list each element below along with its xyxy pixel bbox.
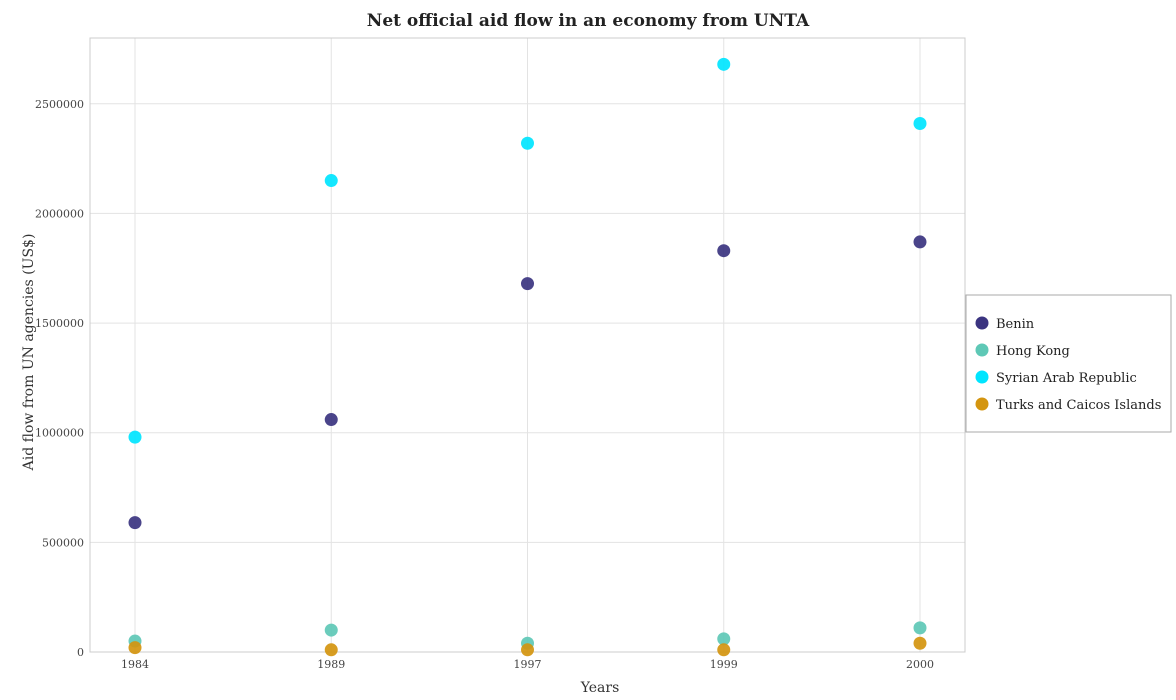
legend-marker bbox=[975, 370, 989, 384]
x-tick-label: 1989 bbox=[317, 658, 345, 671]
x-axis-label: Years bbox=[580, 680, 620, 696]
data-point bbox=[128, 641, 142, 655]
legend-label: Syrian Arab Republic bbox=[996, 371, 1137, 386]
data-point bbox=[324, 413, 338, 427]
x-tick-label: 1997 bbox=[514, 658, 542, 671]
grid bbox=[90, 38, 965, 653]
y-tick-label: 0 bbox=[77, 646, 84, 659]
data-point bbox=[913, 636, 927, 650]
legend-marker bbox=[975, 316, 989, 330]
y-axis-ticks: 0 500000 1000000 1500000 2000000 2500000 bbox=[35, 98, 84, 659]
data-point bbox=[324, 623, 338, 637]
y-axis-label: Aid flow from UN agencies (US$) bbox=[21, 234, 37, 472]
data-point bbox=[717, 244, 731, 258]
data-point bbox=[717, 632, 731, 646]
legend-label: Benin bbox=[996, 317, 1035, 332]
data-point bbox=[521, 136, 534, 150]
y-tick-label: 1000000 bbox=[35, 427, 84, 440]
data-point bbox=[128, 516, 142, 530]
data-point bbox=[717, 57, 731, 71]
legend-box bbox=[965, 294, 1172, 433]
legend-label: Turks and Caicos Islands bbox=[996, 398, 1161, 413]
chart-title: Net official aid flow in an economy from… bbox=[367, 11, 810, 31]
x-axis-ticks: 1984 1989 1997 1999 2000 bbox=[121, 658, 934, 671]
legend-marker bbox=[975, 397, 989, 411]
data-point bbox=[128, 430, 142, 444]
data-point bbox=[324, 174, 338, 188]
data-point bbox=[913, 621, 927, 635]
data-point bbox=[521, 277, 534, 291]
x-tick-label: 1999 bbox=[710, 658, 738, 671]
y-tick-label: 1500000 bbox=[35, 317, 84, 330]
data-point bbox=[913, 117, 927, 131]
data-point bbox=[913, 235, 927, 249]
y-tick-label: 2500000 bbox=[35, 98, 84, 111]
y-tick-label: 2000000 bbox=[35, 207, 84, 220]
x-tick-label: 1984 bbox=[121, 658, 149, 671]
x-tick-label: 2000 bbox=[906, 658, 934, 671]
data-point bbox=[717, 643, 731, 657]
legend: Benin Hong Kong Syrian Arab Republic Turks … bbox=[965, 294, 1172, 433]
data-point bbox=[521, 643, 534, 657]
data-points bbox=[128, 57, 927, 657]
y-tick-label: 500000 bbox=[42, 536, 84, 549]
data-point bbox=[324, 643, 338, 657]
legend-label: Hong Kong bbox=[996, 344, 1070, 359]
legend-marker bbox=[975, 343, 989, 357]
